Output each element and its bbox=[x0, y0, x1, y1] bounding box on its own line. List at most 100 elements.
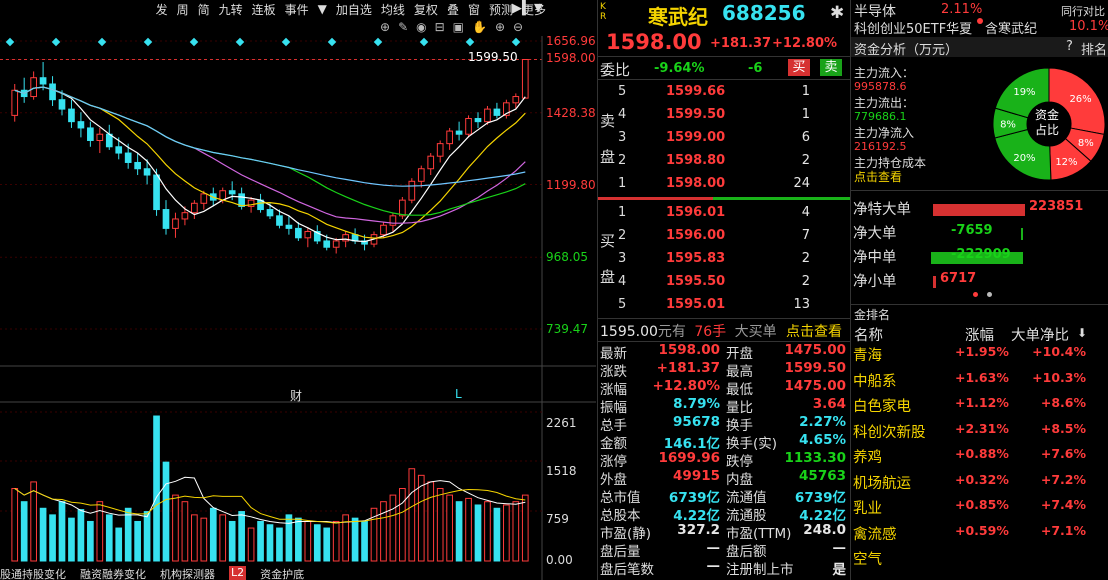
pen-icon[interactable]: ✎ bbox=[398, 20, 409, 34]
candle-body bbox=[68, 108, 75, 123]
toolbar-item-lianban[interactable]: 连板 bbox=[251, 2, 276, 17]
vol-label-0: 2261 bbox=[546, 416, 577, 430]
sort-down-icon[interactable]: ⬇ bbox=[1077, 326, 1088, 340]
toolbar-dropdown-icon[interactable]: ▼ bbox=[317, 2, 327, 16]
page-dot-active[interactable] bbox=[973, 292, 978, 297]
rank-row[interactable]: 青海 +1.95% +10.4% bbox=[853, 344, 1086, 364]
ask-row[interactable]: 4 1599.50 1 bbox=[618, 107, 810, 122]
kline-chart-panel[interactable]: 发 周 简 九转 连板 事件 ▼ 加自选 均线 复权 叠 窗 预测 更多 ▶▍ … bbox=[0, 0, 596, 580]
bid-row[interactable]: 5 1595.01 13 bbox=[618, 297, 810, 312]
toolbar-dropdown-arrow-icon[interactable]: ▼ bbox=[534, 1, 543, 14]
toolbar-item-window[interactable]: 窗 bbox=[467, 2, 480, 17]
price-change-pct: +12.80% bbox=[772, 36, 838, 51]
tab-hk-holding[interactable]: 股通持股变化 bbox=[0, 568, 66, 580]
volume-bar bbox=[266, 524, 274, 562]
capital-help-icon[interactable]: ? bbox=[1066, 39, 1073, 54]
bid-row[interactable]: 4 1595.50 2 bbox=[618, 274, 810, 289]
rank-row[interactable]: 机场航运 +0.32% +7.2% bbox=[853, 471, 1086, 492]
rank-row[interactable]: 白色家电 +1.12% +8.6% bbox=[853, 395, 1086, 415]
flow-row: 净大单 -7659 bbox=[851, 222, 1108, 244]
tab-margin[interactable]: 融资融券变化 bbox=[80, 568, 146, 580]
volume-bar bbox=[417, 474, 425, 562]
toolbar-item-fa[interactable]: 发 bbox=[155, 2, 168, 17]
toolbar-item-ma[interactable]: 均线 bbox=[380, 2, 405, 17]
rank-table: 青海 +1.95% +10.4% 中船系 +1.63% +10.3% 白色家电 +1… bbox=[851, 344, 1108, 580]
bid-row[interactable]: 3 1595.83 2 bbox=[618, 251, 810, 266]
ask-row[interactable]: 3 1599.00 6 bbox=[618, 130, 810, 145]
rank-tab[interactable]: 金排名 bbox=[854, 308, 891, 322]
rank-header-change[interactable]: 涨幅 bbox=[965, 328, 994, 344]
candle-body bbox=[313, 231, 321, 242]
volume-bar bbox=[134, 520, 141, 562]
etf-name[interactable]: 科创创业50ETF华夏 bbox=[854, 22, 973, 37]
candle-body bbox=[238, 193, 245, 207]
rank-row[interactable]: 乳业 +0.85% +7.4% bbox=[853, 497, 1086, 517]
ask-row[interactable]: 1 1598.00 24 bbox=[618, 176, 810, 191]
capture-icon[interactable]: ▣ bbox=[452, 20, 465, 34]
ask-row[interactable]: 5 1599.66 1 bbox=[618, 84, 810, 99]
rank-row[interactable]: 科创次新股 +2.31% +8.5% bbox=[853, 420, 1086, 441]
stat-row: 金额 146.1亿 换手(实) 4.65% bbox=[600, 432, 846, 452]
page-dot[interactable] bbox=[987, 292, 992, 297]
gear-icon[interactable]: ✱ bbox=[830, 3, 845, 23]
candle-body bbox=[181, 212, 189, 220]
rank-row[interactable]: 中船系 +1.63% +10.3% bbox=[853, 369, 1086, 390]
rank-row[interactable]: 禽流感 +0.59% +7.1% bbox=[853, 522, 1086, 543]
candle-body bbox=[521, 59, 529, 99]
ask-row[interactable]: 2 1598.80 2 bbox=[618, 153, 810, 168]
volume-bar bbox=[247, 527, 255, 562]
buy-button[interactable]: 买 bbox=[788, 59, 810, 76]
pie-hole bbox=[1027, 102, 1071, 146]
volume-bar bbox=[96, 501, 104, 562]
flow-bars: 净特大单 223851 净大单 -7659 净中单 -222909 净小单 6717 bbox=[851, 198, 1108, 294]
bid-row[interactable]: 2 1596.00 7 bbox=[618, 228, 810, 243]
capital-pie: 26%8%12%20%8%19% bbox=[992, 67, 1106, 181]
lock-icon[interactable]: ⊟ bbox=[434, 20, 445, 34]
candle-body bbox=[436, 143, 444, 157]
sell-button[interactable]: 卖 bbox=[820, 59, 842, 76]
toolbar-item-add-watch[interactable]: 加自选 bbox=[335, 2, 372, 17]
big-buy-view-link[interactable]: 点击查看 bbox=[786, 324, 842, 340]
rank-row[interactable]: 养鸡 +0.88% +7.6% bbox=[853, 446, 1086, 466]
sector-name-1[interactable]: 半导体 bbox=[854, 4, 896, 20]
stock-code: 688256 bbox=[722, 1, 806, 25]
toolbar-item-jiuzhuan[interactable]: 九转 bbox=[218, 2, 243, 17]
zoom-out-icon[interactable]: ⊖ bbox=[513, 20, 524, 34]
tab-capital-protect[interactable]: 资金护底 bbox=[260, 568, 305, 580]
toolbar-item-overlay[interactable]: 叠 bbox=[446, 2, 459, 17]
flow-bar bbox=[931, 252, 1023, 264]
ma-line bbox=[14, 86, 526, 216]
kline-svg[interactable] bbox=[0, 36, 596, 580]
toolbar-item-shijian[interactable]: 事件 bbox=[284, 2, 309, 17]
candle-body bbox=[30, 77, 37, 98]
event-diamond-icon bbox=[97, 37, 107, 47]
volume-bar bbox=[87, 520, 94, 562]
bid-row[interactable]: 1 1596.01 4 bbox=[618, 205, 810, 220]
cost-link[interactable]: 点击查看 bbox=[854, 170, 903, 184]
capital-rank-button[interactable]: 排名 bbox=[1081, 43, 1108, 58]
sync-icon[interactable]: ⊕ bbox=[380, 20, 391, 34]
candle-body bbox=[162, 209, 170, 229]
hand-icon[interactable]: ✋ bbox=[472, 20, 487, 34]
tab-institution[interactable]: 机构探测器 bbox=[160, 568, 215, 580]
toolbar-item-more[interactable]: 更多 bbox=[521, 2, 546, 17]
rank-header-name[interactable]: 名称 bbox=[854, 328, 883, 344]
candle-body bbox=[39, 77, 47, 85]
toolbar-item-zhou[interactable]: 周 bbox=[176, 2, 189, 17]
volume-bar bbox=[191, 514, 198, 562]
candle-body bbox=[361, 240, 368, 245]
toolbar-arrow-icon[interactable]: ▶▍ bbox=[512, 1, 532, 16]
eye-icon[interactable]: ◉ bbox=[416, 20, 427, 34]
toolbar-item-fuquan[interactable]: 复权 bbox=[413, 2, 438, 17]
volume-bar bbox=[77, 509, 85, 562]
volume-bar bbox=[474, 504, 482, 562]
rank-row[interactable]: 空气 bbox=[853, 552, 882, 568]
peer-compare-link[interactable]: 同行对比 bbox=[1061, 5, 1105, 18]
ma-line bbox=[14, 86, 526, 187]
rank-header-flow[interactable]: 大单净比 bbox=[1011, 328, 1069, 344]
toolbar-item-predict[interactable]: 预测 bbox=[488, 2, 513, 17]
toolbar-item-jian[interactable]: 简 bbox=[197, 2, 210, 17]
stat-row: 外盘 49915 内盘 45763 bbox=[600, 468, 846, 488]
zoom-in-icon[interactable]: ⊕ bbox=[494, 20, 506, 34]
